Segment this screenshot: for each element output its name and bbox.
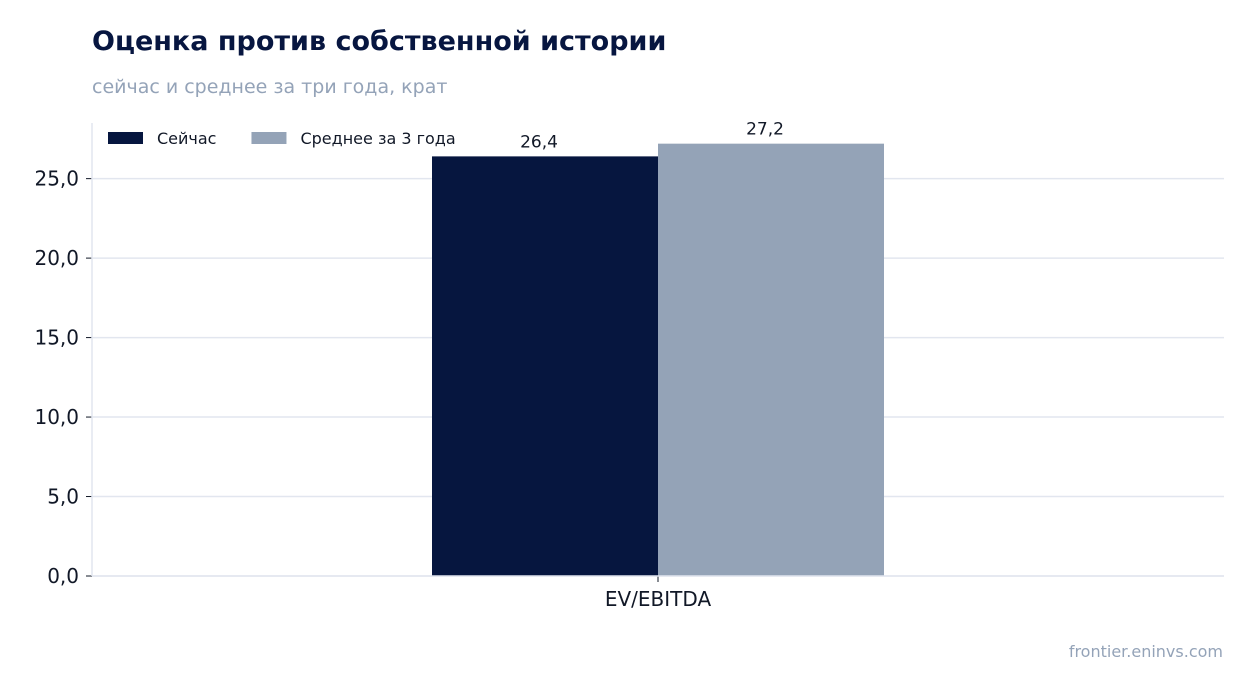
source-label: frontier.eninvs.com [1068, 642, 1223, 661]
legend-swatch [108, 132, 143, 144]
legend-swatch [251, 132, 287, 144]
bar [432, 156, 658, 576]
x-tick-label: EV/EBITDA [605, 587, 712, 611]
y-tick-label: 0,0 [47, 564, 79, 588]
legend-label: Среднее за 3 года [300, 129, 455, 148]
chart-subtitle: сейчас и среднее за три года, крат [92, 76, 448, 98]
chart-title: Оценка против собственной истории [92, 26, 667, 57]
bar-value-label: 27,2 [746, 120, 784, 140]
bar [658, 143, 884, 577]
legend-label: Сейчас [157, 129, 216, 148]
y-tick-label: 25,0 [34, 167, 79, 191]
y-tick-label: 5,0 [47, 485, 79, 509]
y-tick-label: 10,0 [34, 405, 79, 429]
bar-value-label: 26,4 [520, 132, 558, 152]
y-tick-label: 15,0 [34, 326, 79, 350]
y-tick-label: 20,0 [34, 246, 79, 270]
